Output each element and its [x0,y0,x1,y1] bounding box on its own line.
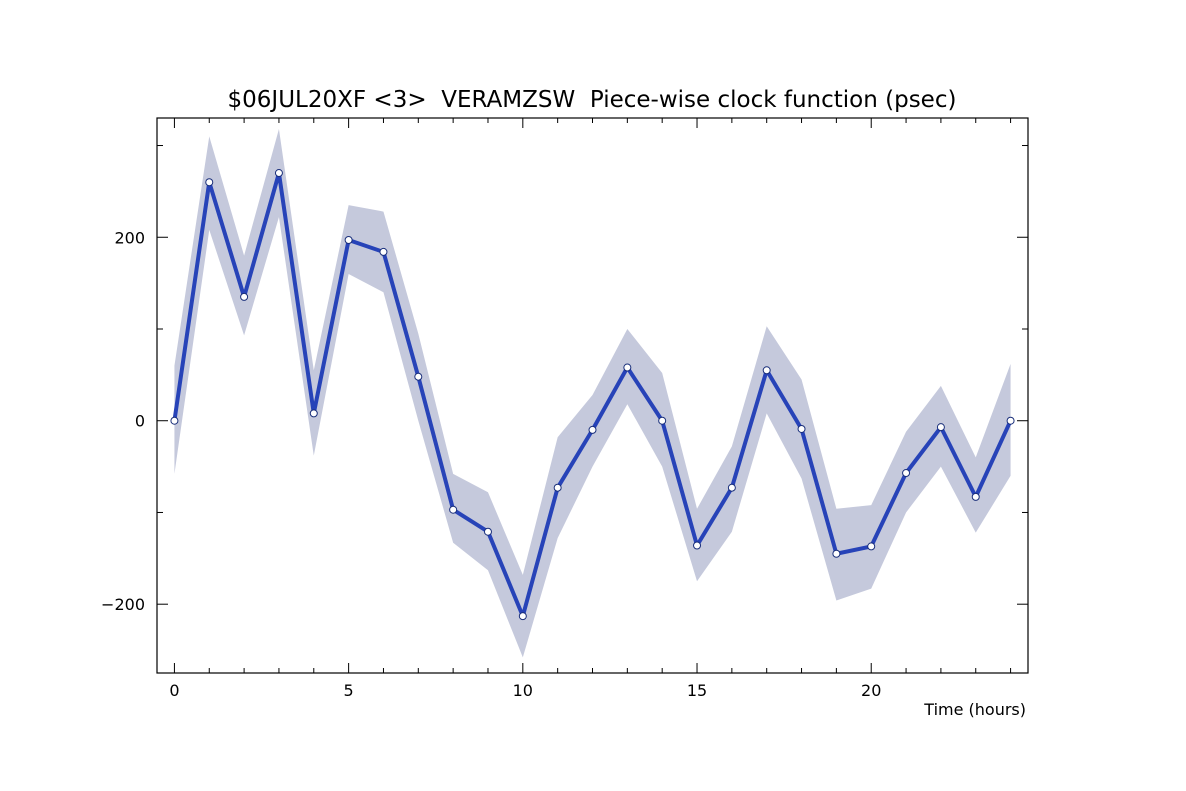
data-point [240,292,249,301]
data-point [518,612,527,621]
data-point [658,416,667,425]
data-point [344,236,353,245]
x-tick-label: 5 [344,681,354,700]
data-point [274,169,283,178]
data-point [483,527,492,536]
data-point [936,423,945,432]
x-tick-label: 10 [513,681,533,700]
data-point [309,409,318,418]
data-point [902,469,911,478]
data-point [762,366,771,375]
x-tick-label: 15 [687,681,707,700]
data-point [727,483,736,492]
data-point [867,542,876,551]
y-tick-label: 200 [114,228,145,247]
y-tick-label: −200 [101,595,145,614]
data-point [623,363,632,372]
data-point [971,492,980,501]
data-point [449,505,458,514]
data-point [832,549,841,558]
data-point-layer [170,169,1015,621]
data-point [170,416,179,425]
data-point [588,425,597,434]
y-tick-label: 0 [135,412,145,431]
data-point [797,424,806,433]
data-point [205,178,214,187]
chart-title: $06JUL20XF <3> VERAMZSW Piece-wise clock… [228,87,957,113]
uncertainty-band [174,129,1011,658]
data-point [379,247,388,256]
data-point [414,372,423,381]
data-point [693,541,702,550]
axes: 0 5 10 15 20 −200 0 200 [101,117,1029,700]
uncertainty-band-layer [174,129,1011,658]
data-point [553,483,562,492]
x-tick-label: 0 [169,681,179,700]
x-tick-label: 20 [861,681,881,700]
data-point [1006,416,1015,425]
x-axis-title: Time (hours) [923,700,1026,719]
